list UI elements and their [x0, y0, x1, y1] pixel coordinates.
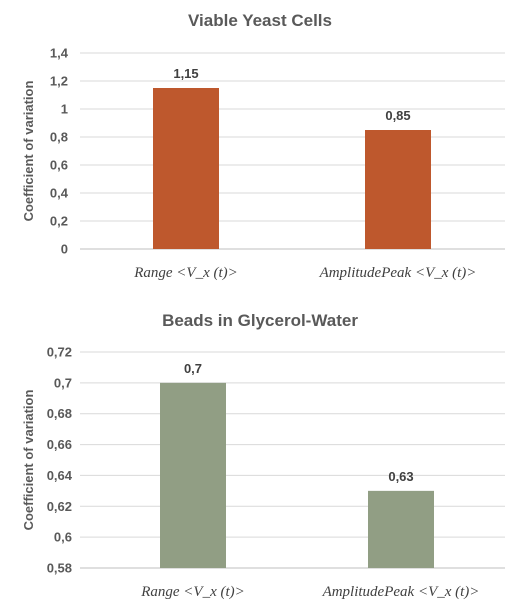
y-tick-label: 1: [61, 102, 68, 117]
y-tick-label: 0,6: [50, 158, 68, 173]
bar: [368, 490, 434, 568]
category-label: AmplitudePeak <V_x (t)>: [322, 584, 480, 600]
data-label: 0,63: [388, 469, 413, 484]
category-label: AmplitudePeak <V_x (t)>: [319, 265, 477, 281]
bar: [160, 382, 226, 568]
y-tick-label: 0,72: [47, 345, 72, 360]
category-label: Range <V_x (t)>: [133, 265, 238, 281]
y-tick-label: 0,58: [47, 561, 72, 576]
y-tick-label: 0,7: [54, 375, 72, 390]
bar: [365, 130, 431, 249]
y-tick-label: 0,2: [50, 214, 68, 229]
chart-title: Viable Yeast Cells: [188, 11, 332, 30]
y-tick-label: 0,8: [50, 130, 68, 145]
y-tick-label: 0,62: [47, 499, 72, 514]
chart-title: Beads in Glycerol-Water: [162, 311, 358, 330]
y-axis-label: Coefficient of variation: [21, 81, 36, 222]
y-tick-label: 0,68: [47, 406, 72, 421]
y-axis-label: Coefficient of variation: [21, 390, 36, 531]
data-label: 0,7: [184, 361, 202, 376]
chart-viable-yeast-cells: Viable Yeast Cells 0 0,2 0,4 0,6 0,8 1 1,2 1,4 Co…: [21, 11, 505, 281]
y-tick-label: 1,4: [50, 46, 69, 61]
data-label: 0,85: [385, 108, 410, 123]
y-tick-label: 0,64: [47, 468, 73, 483]
data-label: 1,15: [173, 66, 198, 81]
y-tick-label: 0,66: [47, 437, 72, 452]
category-label: Range <V_x (t)>: [140, 584, 245, 600]
chart-beads-in-glycerol-water: Beads in Glycerol-Water 0,58 0,6 0,62 0,64 0,…: [21, 311, 505, 600]
y-tick-label: 0,6: [54, 530, 72, 545]
y-tick-label: 0: [61, 242, 68, 257]
y-tick-label: 0,4: [50, 186, 69, 201]
bar: [153, 88, 219, 249]
y-tick-label: 1,2: [50, 74, 68, 89]
